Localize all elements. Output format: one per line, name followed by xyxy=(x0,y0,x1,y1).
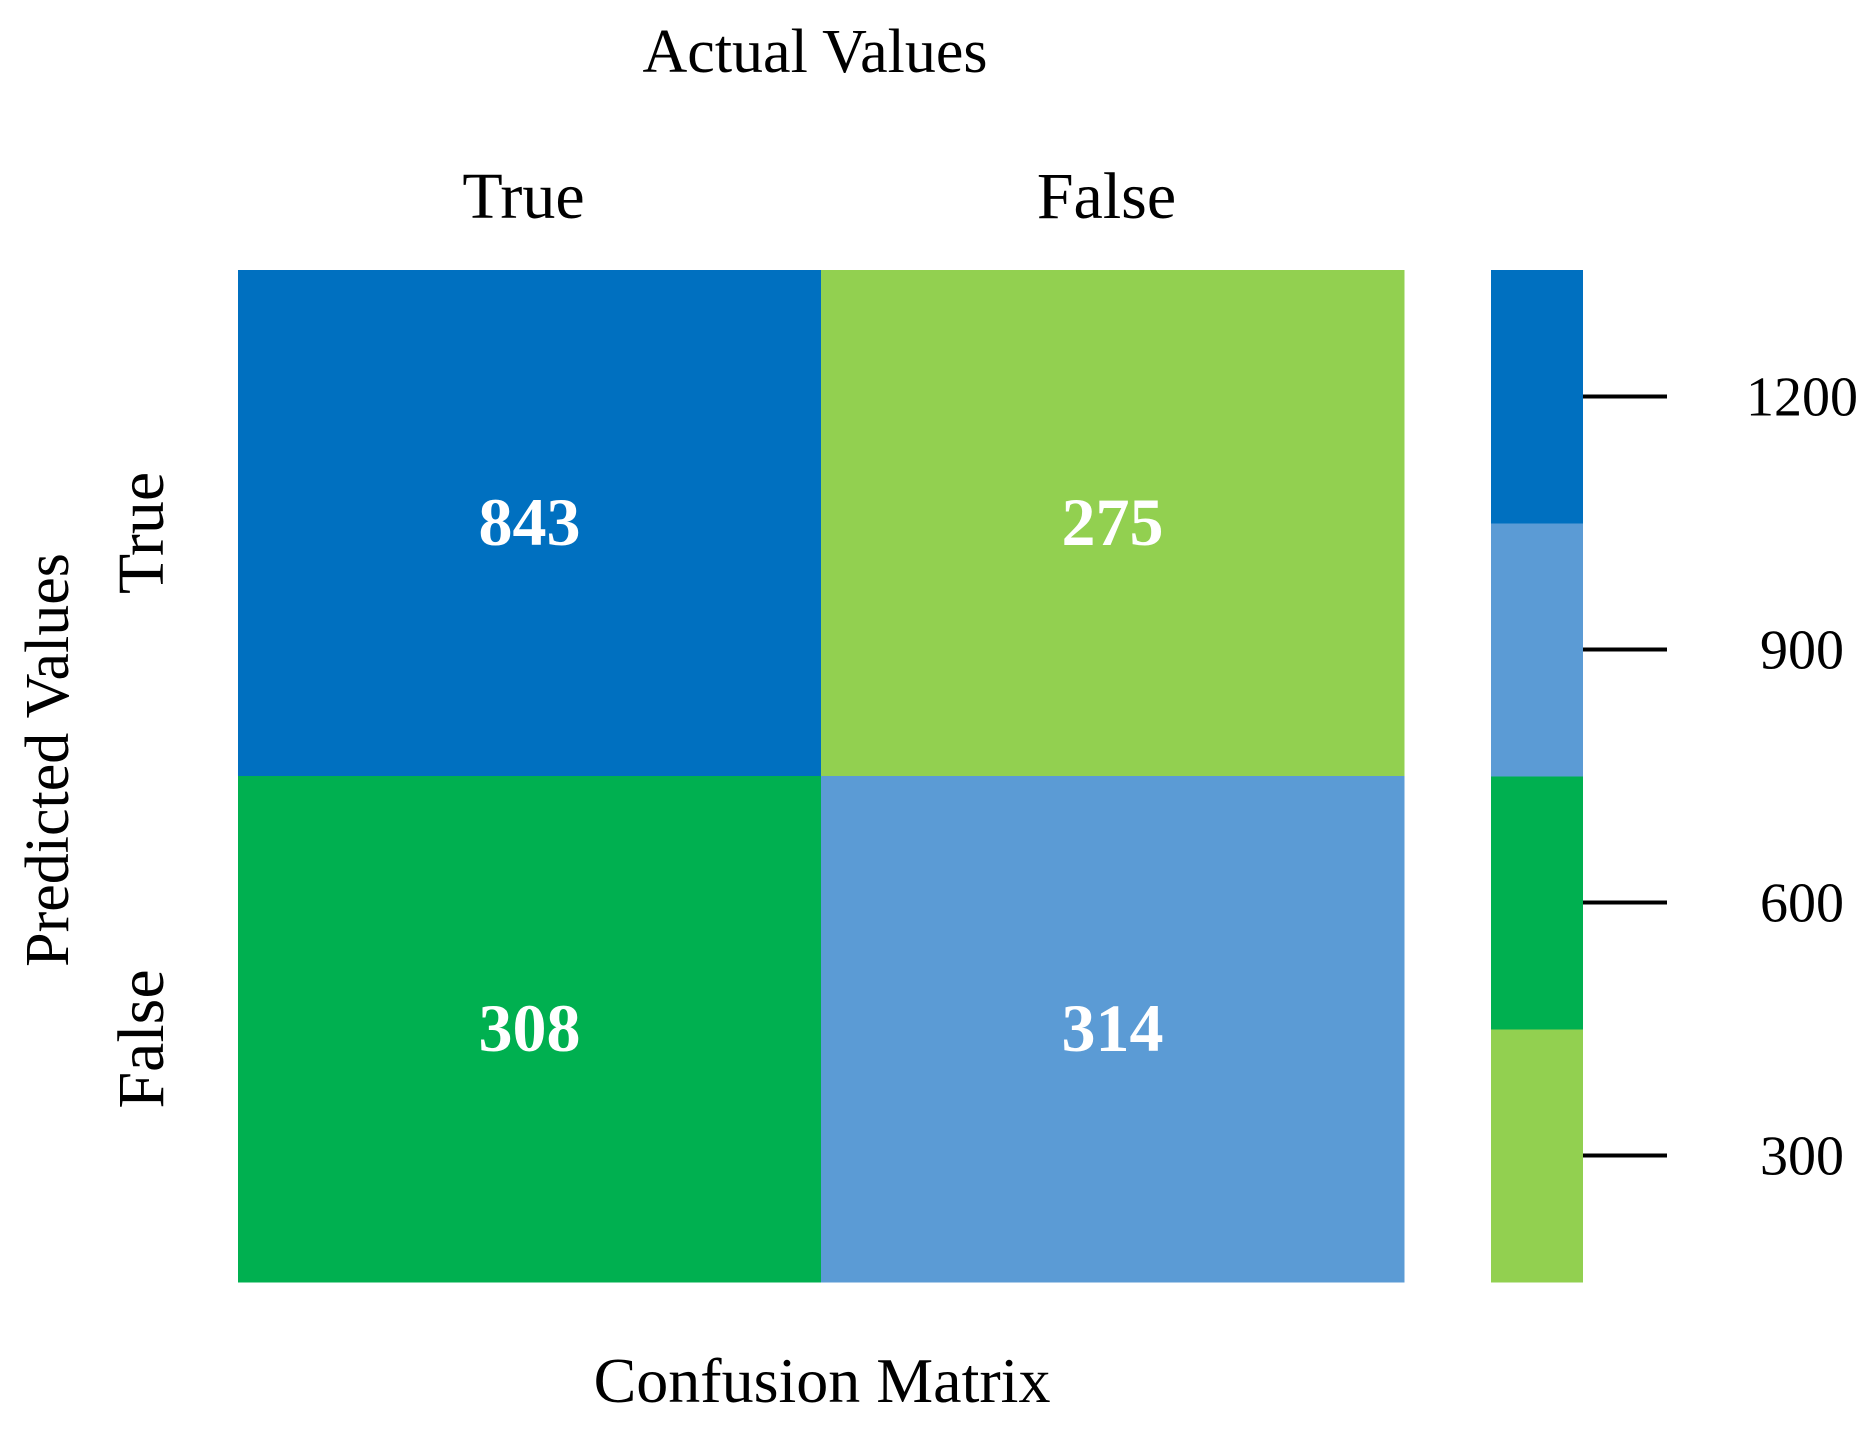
heatmap-cell xyxy=(821,776,1405,1283)
colorbar-tick-label: 600 xyxy=(1760,873,1844,935)
colorbar-tick-label: 1200 xyxy=(1746,367,1858,429)
column-label: True xyxy=(462,160,584,233)
colorbar-segment xyxy=(1491,523,1583,777)
colorbar: 300 600 900 1200 xyxy=(1491,270,1858,1283)
heatmap-cell xyxy=(821,270,1405,777)
side-axis-title: Predicted Values xyxy=(14,553,82,967)
chart-title: Confusion Matrix xyxy=(594,1345,1051,1416)
heatmap-grid: 843 275 308 314 True False True False xyxy=(105,160,1405,1283)
heatmap-cell xyxy=(238,776,822,1283)
cell-value-label: 308 xyxy=(479,990,581,1066)
heatmap-cell xyxy=(238,270,822,777)
colorbar-tick-label: 900 xyxy=(1760,620,1844,682)
cell-value-label: 314 xyxy=(1062,990,1164,1066)
column-label: False xyxy=(1037,160,1176,233)
row-label: True xyxy=(105,472,178,594)
colorbar-segment xyxy=(1491,1029,1583,1283)
colorbar-segment xyxy=(1491,776,1583,1030)
colorbar-tick-label: 300 xyxy=(1760,1126,1844,1188)
cell-value-label: 843 xyxy=(479,484,581,560)
row-label: False xyxy=(105,969,178,1108)
colorbar-segment xyxy=(1491,270,1583,524)
top-axis-title: Actual Values xyxy=(643,18,988,86)
cell-value-label: 275 xyxy=(1062,484,1164,560)
